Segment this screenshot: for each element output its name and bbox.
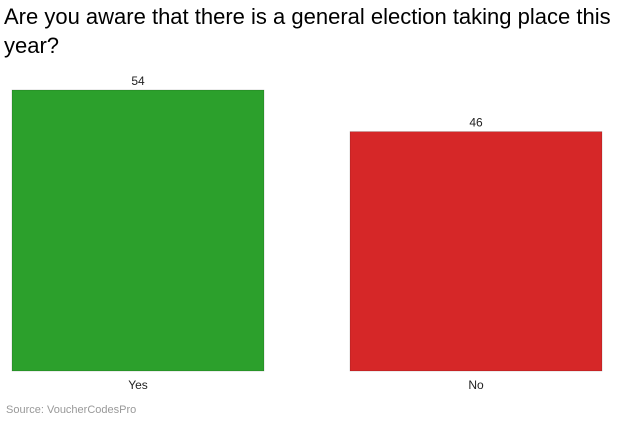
bar-no bbox=[349, 131, 603, 372]
source-note: Source: VoucherCodesPro bbox=[6, 404, 137, 416]
tick-label-no: No bbox=[468, 378, 484, 392]
tick-label-yes: Yes bbox=[128, 378, 148, 392]
bar-yes bbox=[11, 89, 265, 372]
chart-title: Are you aware that there is a general el… bbox=[4, 4, 611, 58]
data-label-no: 46 bbox=[469, 116, 483, 130]
data-label-yes: 54 bbox=[131, 74, 145, 88]
